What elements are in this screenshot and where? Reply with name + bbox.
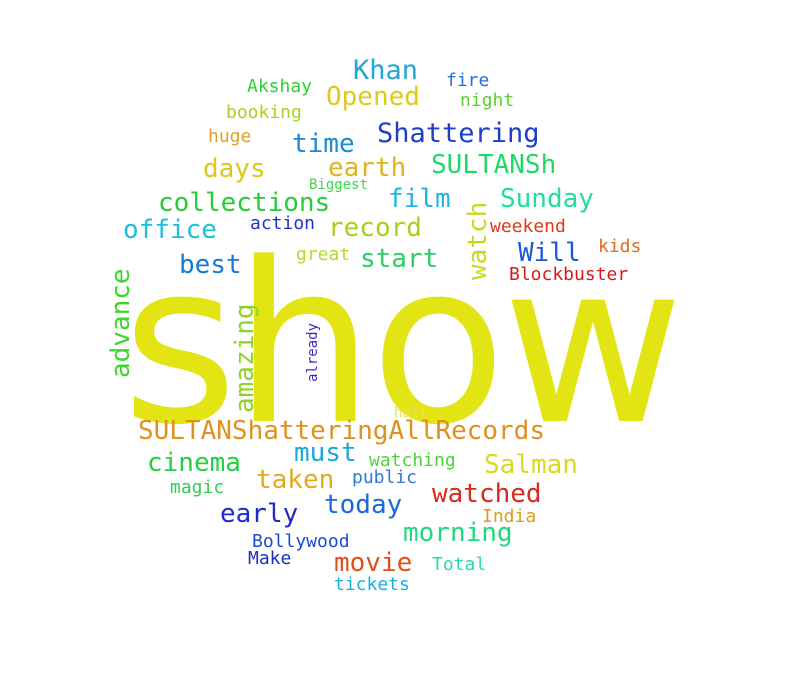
word-time: time (292, 129, 355, 159)
word-today: today (324, 490, 403, 520)
word-watch: watch (463, 201, 493, 280)
word-booking: booking (226, 102, 302, 123)
word-tickets: tickets (334, 574, 410, 595)
word-fire: fire (446, 70, 490, 91)
word-sultansh: SULTANSh (431, 150, 557, 180)
word-cinema: cinema (147, 448, 241, 478)
word-public: public (352, 467, 418, 488)
word-show: show (122, 216, 684, 474)
word-collections: collections (158, 188, 331, 218)
word-akshay: Akshay (247, 76, 313, 97)
word-great: great (296, 244, 351, 265)
word-khan: Khan (353, 55, 419, 86)
word-start: start (360, 244, 439, 274)
word-total: Total (432, 554, 487, 575)
word-watching: watching (369, 450, 456, 471)
word-blockbuster: Blockbuster (509, 264, 629, 285)
word-record: record (328, 213, 422, 243)
word-earth: earth (328, 153, 407, 183)
word-magic: magic (170, 477, 225, 498)
word-biggest: Biggest (309, 177, 369, 193)
word-opened: Opened (326, 82, 420, 112)
word-night: night (460, 90, 515, 111)
word-bollywood: Bollywood (252, 531, 350, 552)
word-movie: movie (334, 548, 413, 578)
word-morning: morning (403, 518, 513, 548)
word-must: must (294, 438, 357, 468)
word-amazing: amazing (230, 303, 260, 413)
word-huge: huge (208, 126, 252, 147)
word-best: best (179, 250, 242, 280)
word-already: already (305, 322, 321, 382)
word-india: India (482, 506, 537, 527)
word-sultan-shattering-all-records: SULTANShatteringAllRecords (138, 416, 545, 446)
word-weekend: weekend (490, 216, 566, 237)
word-salman: Salman (484, 450, 578, 480)
word-will: Will (518, 238, 581, 268)
word-watched: watched (432, 479, 542, 509)
word-taken: taken (256, 465, 335, 495)
word-film: film (388, 184, 451, 214)
word-sunday: Sunday (500, 184, 594, 214)
word-advance: advance (106, 268, 136, 378)
word-kids: kids (598, 236, 642, 257)
word-office: office (123, 215, 217, 245)
word-shattering: Shattering (377, 118, 540, 149)
word-days: days (203, 154, 266, 184)
word-early: early (220, 499, 299, 529)
word-make: Make (248, 548, 292, 569)
word-action: action (250, 213, 316, 234)
word-half: half (394, 405, 428, 421)
